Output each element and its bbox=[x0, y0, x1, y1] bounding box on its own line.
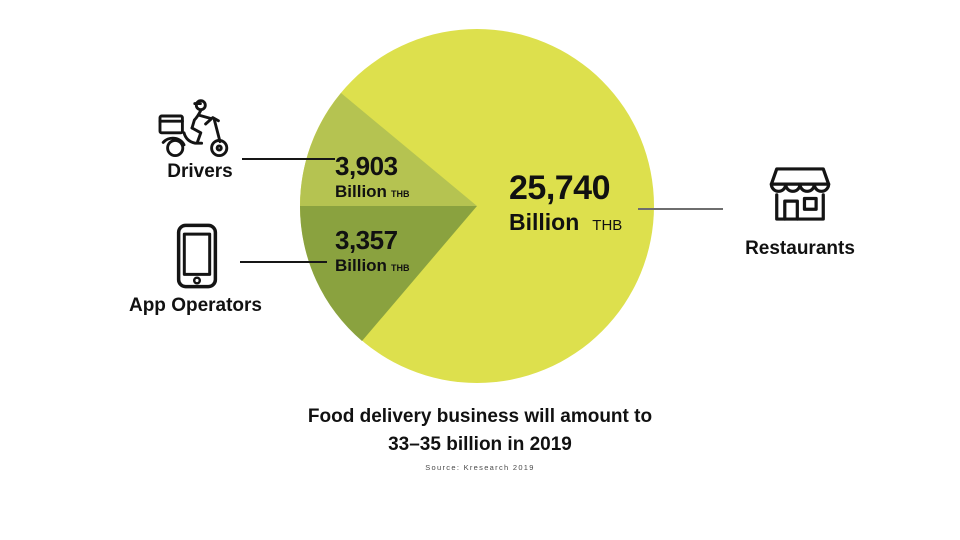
source-note: Source: Kresearch 2019 bbox=[425, 463, 535, 472]
drivers-value-block: 3,903 Billion THB bbox=[335, 153, 409, 200]
delivery-scooter-icon bbox=[152, 96, 240, 160]
caption-line-1: Food delivery business will amount to bbox=[307, 406, 653, 427]
drivers-value: 3,903 bbox=[335, 151, 398, 181]
pie-chart bbox=[300, 29, 654, 383]
restaurants-value: 25,740 bbox=[509, 169, 611, 207]
restaurants-callout-line bbox=[638, 208, 723, 210]
restaurants-label: Restaurants bbox=[745, 238, 855, 259]
drivers-currency: THB bbox=[390, 189, 410, 199]
app-operators-callout-line bbox=[240, 261, 327, 263]
pie-slice-app-operators bbox=[300, 206, 477, 341]
storefront-icon bbox=[766, 164, 834, 224]
app-operators-label: App Operators bbox=[128, 295, 263, 316]
app-operators-unit: Billion bbox=[335, 256, 387, 275]
restaurants-currency: THB bbox=[592, 217, 623, 234]
smartphone-icon bbox=[176, 222, 218, 290]
app-operators-value-block: 3,357 Billion THB bbox=[335, 227, 409, 274]
restaurants-value-block: 25,740 Billion THB bbox=[509, 171, 622, 234]
drivers-callout-line bbox=[242, 158, 335, 160]
app-operators-currency: THB bbox=[390, 263, 410, 273]
drivers-unit: Billion bbox=[335, 182, 387, 201]
pie-slice-drivers bbox=[300, 93, 477, 206]
caption-line-2: 33–35 billion in 2019 bbox=[388, 434, 572, 455]
restaurants-unit: Billion bbox=[509, 209, 580, 235]
app-operators-value: 3,357 bbox=[335, 225, 398, 255]
drivers-label: Drivers bbox=[167, 161, 233, 182]
